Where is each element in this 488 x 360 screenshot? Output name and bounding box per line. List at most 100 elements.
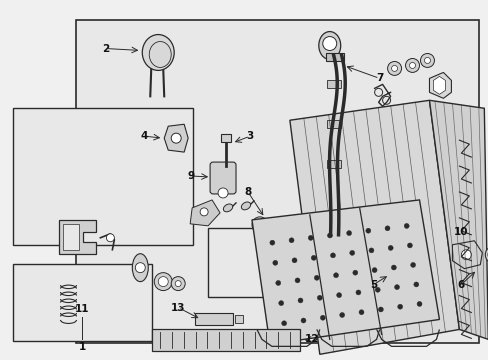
Circle shape: [424, 58, 429, 63]
Circle shape: [299, 260, 319, 280]
Circle shape: [304, 265, 314, 275]
Polygon shape: [62, 224, 80, 250]
Polygon shape: [251, 200, 439, 345]
Polygon shape: [289, 100, 458, 354]
Circle shape: [387, 62, 401, 75]
Circle shape: [294, 278, 300, 283]
Circle shape: [405, 58, 419, 72]
Text: 7: 7: [375, 73, 383, 84]
Circle shape: [275, 280, 280, 285]
Text: 12: 12: [304, 334, 318, 345]
Circle shape: [390, 265, 396, 270]
Ellipse shape: [287, 244, 298, 252]
Circle shape: [106, 234, 114, 242]
Circle shape: [404, 224, 408, 228]
Bar: [235, 315, 243, 323]
Circle shape: [281, 321, 286, 326]
Circle shape: [314, 275, 319, 280]
Ellipse shape: [289, 261, 300, 269]
Ellipse shape: [223, 204, 232, 212]
Circle shape: [355, 290, 360, 295]
Circle shape: [291, 258, 296, 263]
Circle shape: [317, 295, 322, 300]
Ellipse shape: [142, 35, 174, 71]
Text: 11: 11: [75, 305, 89, 315]
Circle shape: [333, 273, 338, 278]
Circle shape: [384, 226, 389, 231]
Polygon shape: [59, 220, 96, 254]
Circle shape: [416, 301, 421, 306]
Circle shape: [349, 251, 354, 255]
Text: 4: 4: [141, 131, 148, 141]
Text: 6: 6: [457, 280, 464, 289]
Circle shape: [365, 228, 370, 233]
Circle shape: [311, 255, 316, 260]
Text: 3: 3: [246, 131, 253, 141]
Circle shape: [200, 208, 208, 216]
Circle shape: [352, 270, 357, 275]
Circle shape: [336, 293, 341, 298]
Bar: [152, 329, 299, 351]
Circle shape: [397, 304, 402, 309]
Bar: [195, 314, 233, 325]
Circle shape: [407, 243, 411, 248]
Circle shape: [322, 37, 336, 50]
Bar: [76, 21, 478, 343]
Circle shape: [158, 276, 168, 287]
Text: 9: 9: [187, 171, 194, 181]
Text: 13: 13: [171, 302, 185, 312]
Circle shape: [371, 267, 376, 273]
Circle shape: [291, 240, 307, 256]
Bar: [13, 264, 152, 341]
Circle shape: [255, 221, 264, 229]
Ellipse shape: [269, 246, 280, 254]
Bar: [207, 228, 303, 297]
Text: 2: 2: [102, 44, 109, 54]
Polygon shape: [432, 76, 445, 94]
Circle shape: [272, 260, 277, 265]
Ellipse shape: [269, 280, 280, 289]
Bar: [326, 160, 340, 168]
Circle shape: [346, 231, 351, 235]
Bar: [221, 134, 230, 142]
Circle shape: [413, 282, 418, 287]
Polygon shape: [428, 100, 488, 339]
Circle shape: [218, 188, 227, 198]
Bar: [13, 108, 193, 244]
Text: 1: 1: [79, 342, 86, 352]
Circle shape: [171, 276, 185, 291]
Circle shape: [330, 253, 335, 258]
Circle shape: [154, 273, 172, 291]
Circle shape: [368, 248, 373, 253]
Ellipse shape: [132, 254, 148, 282]
Circle shape: [320, 315, 325, 320]
Ellipse shape: [487, 251, 488, 258]
Circle shape: [301, 318, 305, 323]
Circle shape: [461, 250, 470, 260]
Circle shape: [288, 238, 293, 243]
Polygon shape: [428, 72, 450, 98]
Circle shape: [387, 246, 392, 251]
Circle shape: [307, 235, 313, 240]
Circle shape: [339, 312, 344, 318]
Circle shape: [410, 262, 415, 267]
Circle shape: [297, 298, 303, 303]
Text: 8: 8: [244, 187, 251, 197]
Ellipse shape: [318, 32, 340, 59]
Circle shape: [278, 301, 283, 306]
Circle shape: [394, 285, 399, 289]
Circle shape: [319, 226, 347, 254]
Circle shape: [135, 263, 145, 273]
FancyBboxPatch shape: [210, 162, 236, 194]
Circle shape: [171, 133, 181, 143]
Bar: [326, 80, 340, 88]
Text: 10: 10: [453, 227, 468, 237]
Polygon shape: [164, 124, 188, 152]
Circle shape: [175, 280, 181, 287]
Polygon shape: [190, 200, 220, 226]
Circle shape: [327, 233, 332, 238]
Circle shape: [391, 66, 397, 71]
Text: 5: 5: [369, 280, 376, 289]
Circle shape: [374, 287, 380, 292]
Circle shape: [378, 307, 383, 312]
